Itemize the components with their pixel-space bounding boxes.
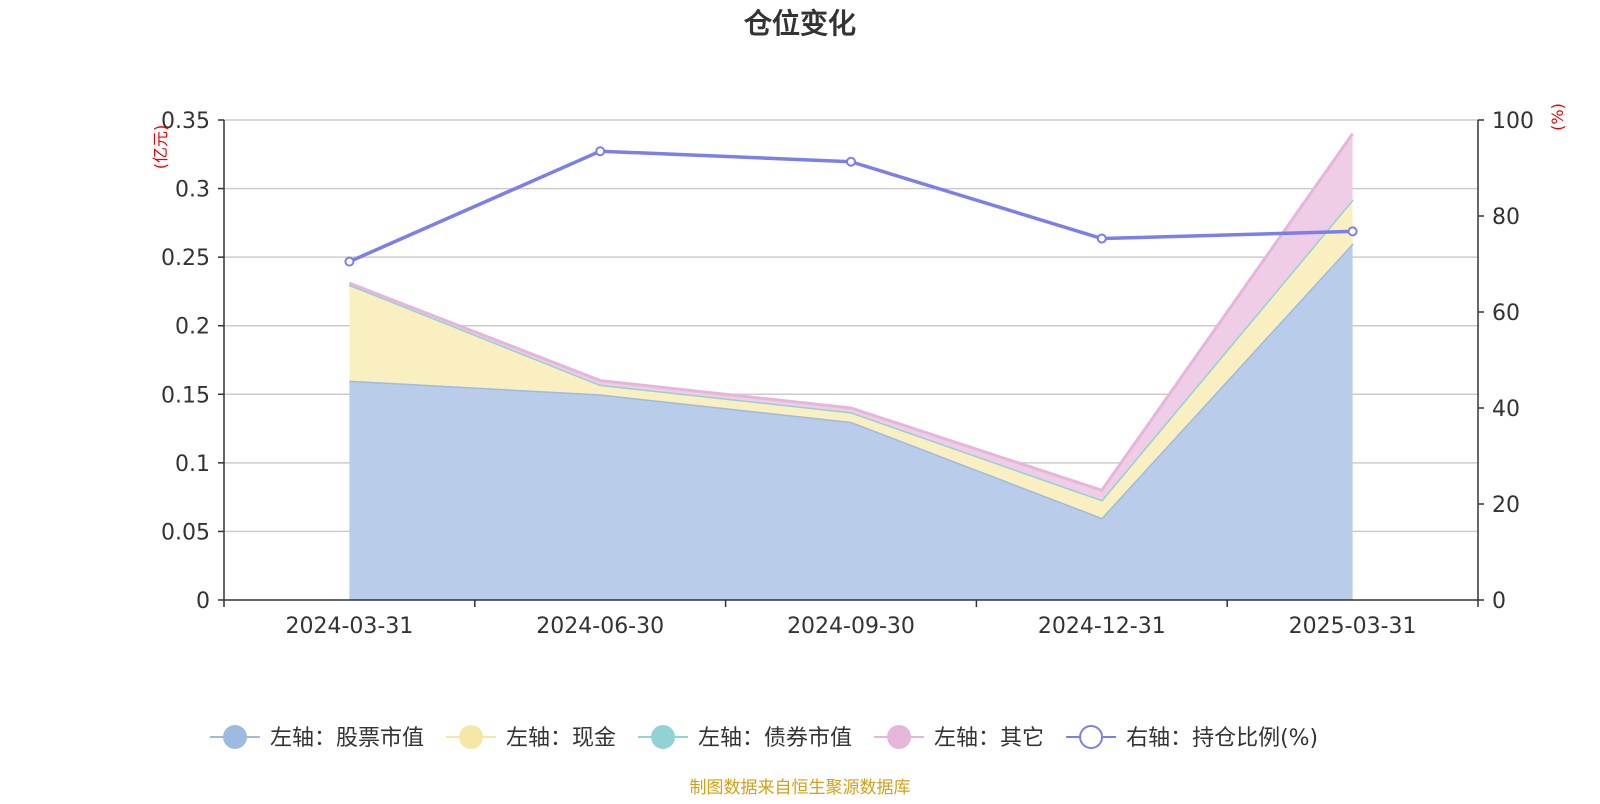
legend-label: 右轴：持仓比例(%) xyxy=(1126,726,1318,751)
left-axis-tick-label: 0.35 xyxy=(161,109,210,134)
ratio-point xyxy=(846,156,856,167)
right-axis-tick-label: 20 xyxy=(1492,493,1520,518)
legend-marker xyxy=(651,725,676,749)
x-axis-tick-label: 2024-12-31 xyxy=(1038,614,1166,639)
position-ratio-line xyxy=(344,146,1358,267)
legend-item: 左轴：债券市值 xyxy=(638,725,852,751)
legend: 左轴：股票市值 左轴：现金 左轴：债券市值 左轴：其它 右轴：持仓比例(%) xyxy=(210,725,1318,751)
ratio-point xyxy=(595,146,606,157)
legend-item: 右轴：持仓比例(%) xyxy=(1066,725,1318,751)
ratio-line-path xyxy=(348,149,1353,264)
left-axis-tick-label: 0.2 xyxy=(175,315,210,340)
legend-marker xyxy=(1079,725,1104,749)
right-axis-unit: (%) xyxy=(1548,103,1567,131)
legend-label: 左轴：现金 xyxy=(506,726,616,751)
area-edge-左轴：其它 xyxy=(348,132,1354,493)
ratio-point xyxy=(344,256,355,267)
right-axis-tick-label: 40 xyxy=(1492,397,1520,422)
left-axis-tick-label: 0.3 xyxy=(175,178,210,203)
x-axis-tick-label: 2024-09-30 xyxy=(787,614,915,639)
legend-item: 左轴：股票市值 xyxy=(210,725,424,751)
legend-label: 左轴：债券市值 xyxy=(698,726,852,751)
left-axis-tick-label: 0.05 xyxy=(161,520,210,545)
axes: 0 0.05 0.1 0.15 0.2 0.25 0.3 0.35 0 20 40 60 80 100 20… xyxy=(161,109,1534,639)
legend-marker xyxy=(459,725,484,749)
legend-item: 左轴：其它 xyxy=(874,725,1044,751)
x-axis-tick-label: 2025-03-31 xyxy=(1289,614,1417,639)
chart-title: 仓位变化 xyxy=(744,7,856,40)
left-axis-tick-label: 0 xyxy=(196,589,210,614)
right-axis-tick-label: 100 xyxy=(1492,109,1534,134)
legend-marker xyxy=(223,725,247,749)
x-axis-tick-label: 2024-06-30 xyxy=(536,614,664,639)
legend-label: 左轴：其它 xyxy=(934,726,1044,751)
x-axis-tick-label: 2024-03-31 xyxy=(285,614,413,639)
left-axis-tick-label: 0.15 xyxy=(161,383,210,408)
ratio-point xyxy=(1096,233,1107,244)
left-axis-tick-label: 0.1 xyxy=(175,452,210,477)
ratio-point xyxy=(1347,226,1358,237)
right-axis-tick-label: 0 xyxy=(1492,589,1506,614)
right-axis-tick-label: 80 xyxy=(1492,205,1520,230)
left-axis-unit: (亿元) xyxy=(151,125,170,170)
legend-label: 左轴：股票市值 xyxy=(270,726,424,751)
legend-marker xyxy=(887,725,912,749)
legend-item: 左轴：现金 xyxy=(446,725,616,751)
data-source-note: 制图数据来自恒生聚源数据库 xyxy=(690,778,911,798)
right-axis-tick-label: 60 xyxy=(1492,301,1520,326)
stacked-areas xyxy=(348,132,1354,600)
left-axis-tick-label: 0.25 xyxy=(161,246,210,271)
